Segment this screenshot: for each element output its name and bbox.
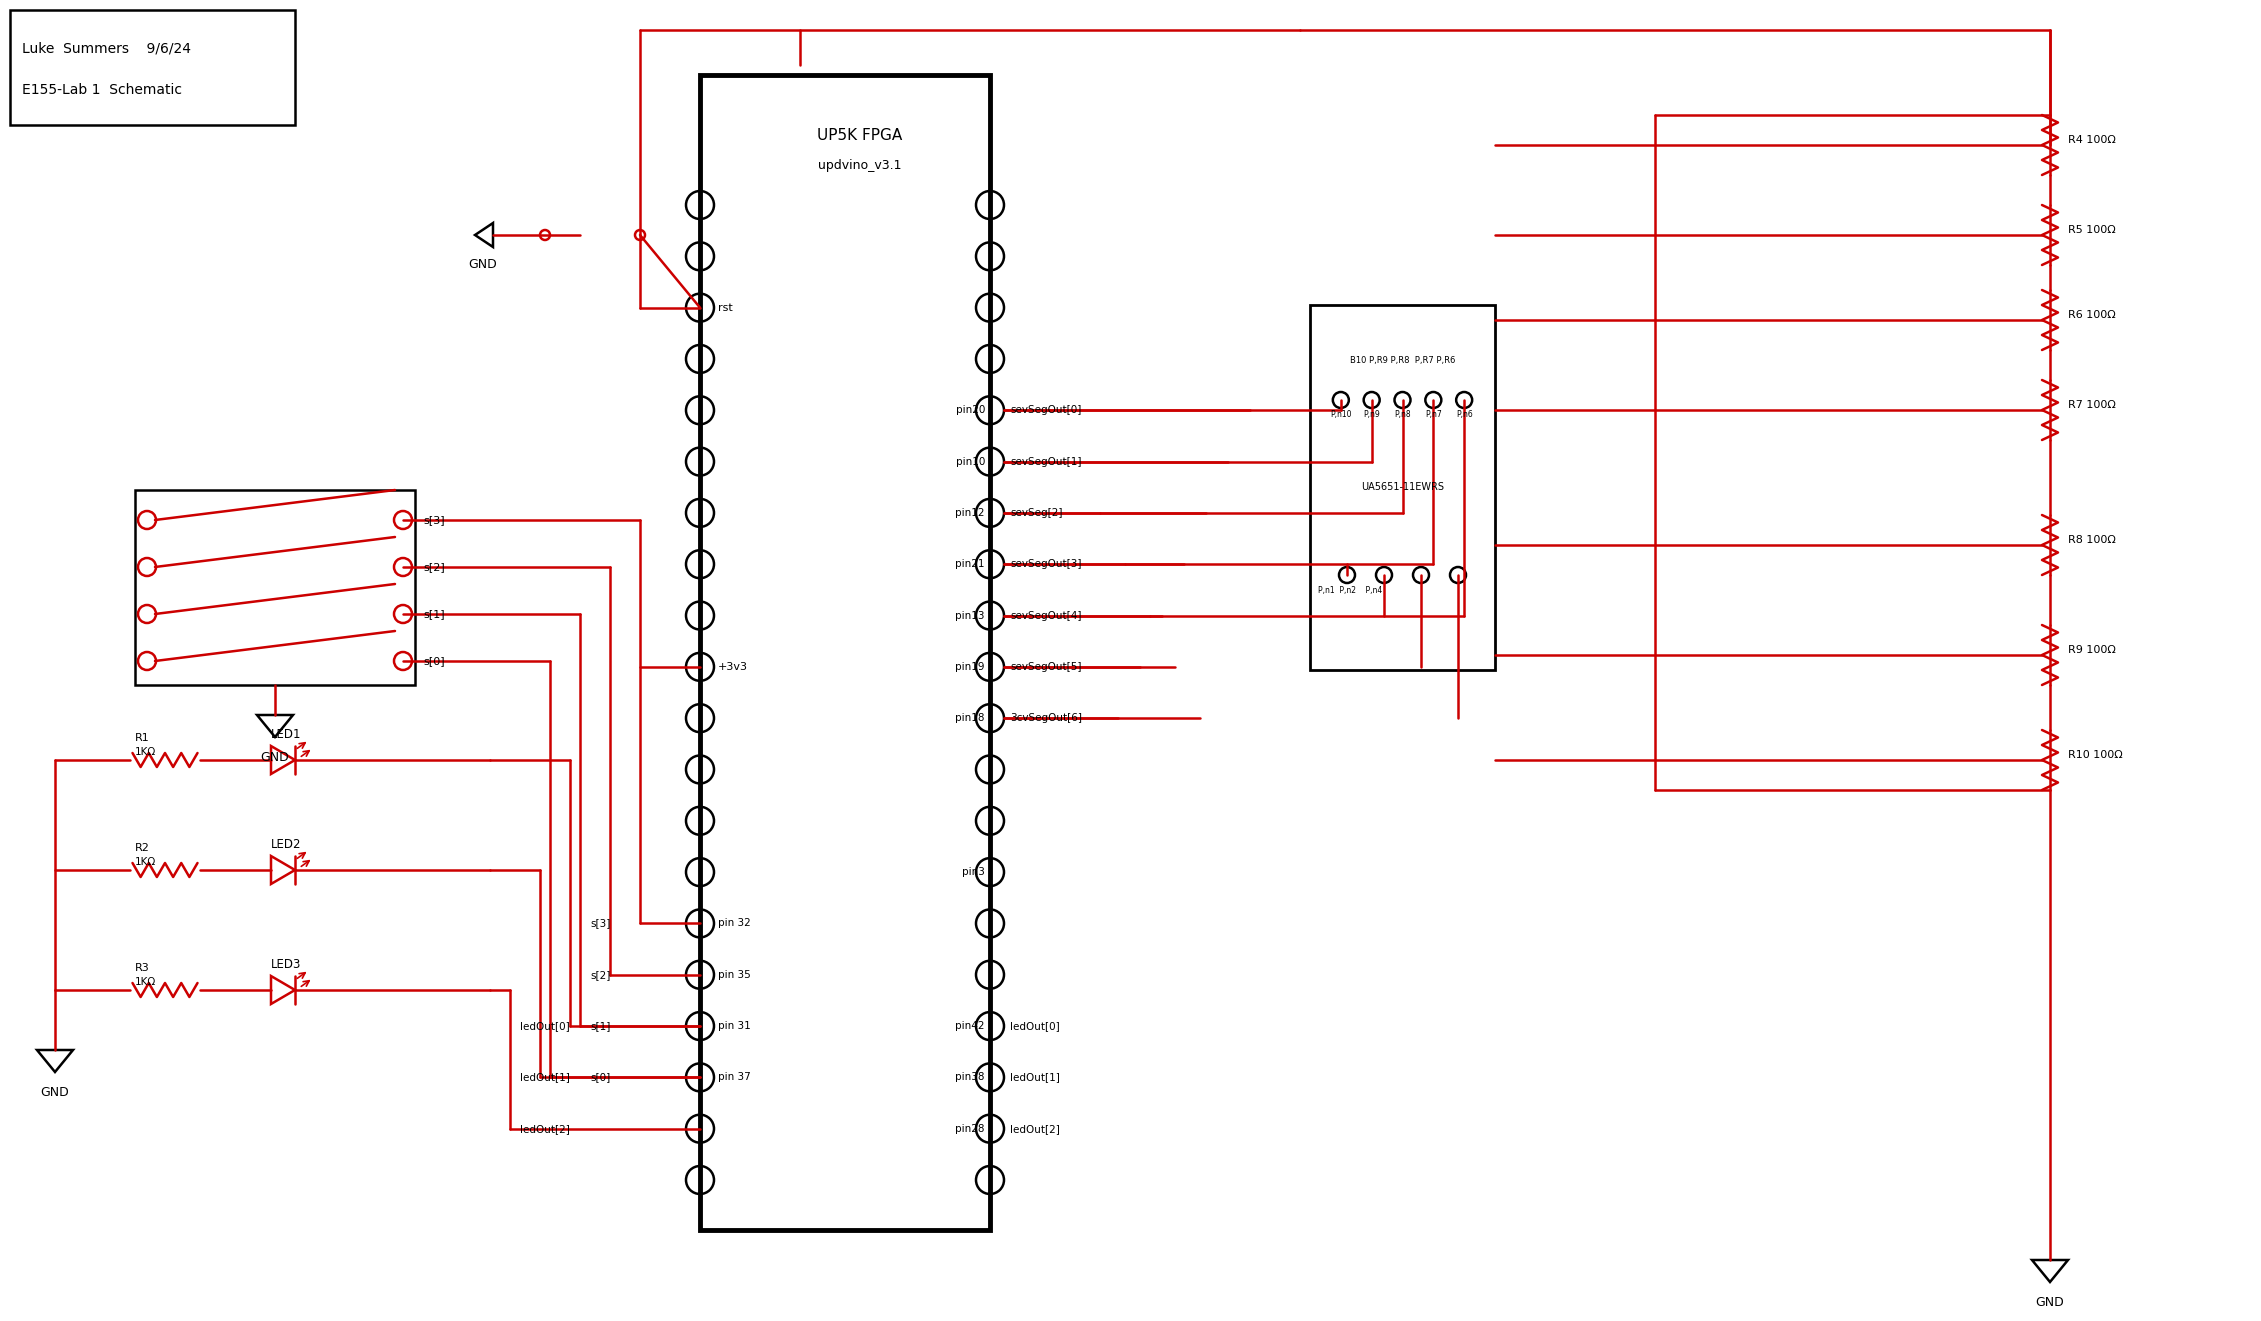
Text: UP5K FPGA: UP5K FPGA [816, 128, 902, 143]
Text: sevSegOut[4]: sevSegOut[4] [1011, 610, 1081, 621]
Bar [701, 75, 990, 1230]
Text: s[1]: s[1] [590, 1021, 610, 1032]
Text: P,n10: P,n10 [1329, 411, 1352, 420]
Text: P,n9: P,n9 [1363, 411, 1379, 420]
Text: ledOut[2]: ledOut[2] [520, 1124, 570, 1133]
Text: R6 100Ω: R6 100Ω [2069, 310, 2116, 320]
Text: pin 37: pin 37 [719, 1073, 751, 1082]
Text: sevSeg[2]: sevSeg[2] [1011, 507, 1063, 518]
Text: GND: GND [468, 259, 497, 272]
Text: pin38: pin38 [956, 1073, 986, 1082]
Text: pin10: pin10 [956, 457, 986, 466]
Text: B10 P,R9 P,R8  P,R7 P,R6: B10 P,R9 P,R8 P,R7 P,R6 [1350, 355, 1456, 365]
Text: LED2: LED2 [271, 838, 301, 851]
Text: R4 100Ω: R4 100Ω [2069, 135, 2116, 145]
Text: s[3]: s[3] [590, 918, 610, 929]
Text: 1KΩ: 1KΩ [136, 978, 156, 987]
Text: pin21: pin21 [956, 559, 986, 569]
Text: GND: GND [260, 752, 289, 764]
Text: ledOut[0]: ledOut[0] [1011, 1021, 1060, 1032]
Text: sevSegOut[3]: sevSegOut[3] [1011, 559, 1081, 569]
Text: sevSegOut[0]: sevSegOut[0] [1011, 406, 1081, 415]
Text: s[0]: s[0] [423, 657, 445, 666]
Text: 3cvSegOut[6]: 3cvSegOut[6] [1011, 713, 1083, 723]
Text: Luke  Summers    9/6/24: Luke Summers 9/6/24 [23, 41, 190, 55]
Text: s[3]: s[3] [423, 515, 445, 524]
Text: P,n6: P,n6 [1456, 411, 1472, 420]
Text: R2: R2 [136, 843, 149, 853]
Text: R9 100Ω: R9 100Ω [2069, 645, 2116, 655]
Text: sevSegOut[1]: sevSegOut[1] [1011, 457, 1081, 466]
Text: pin3: pin3 [963, 867, 986, 877]
Text: E155-Lab 1  Schematic: E155-Lab 1 Schematic [23, 83, 181, 96]
Bar [1309, 305, 1495, 670]
Text: pin42: pin42 [956, 1021, 986, 1032]
Text: ledOut[0]: ledOut[0] [520, 1021, 570, 1032]
Text: R5 100Ω: R5 100Ω [2069, 225, 2116, 235]
Text: ledOut[1]: ledOut[1] [1011, 1073, 1060, 1082]
Text: rst: rst [719, 303, 733, 313]
Text: R7 100Ω: R7 100Ω [2069, 400, 2116, 410]
Text: UA5651-11EWRS: UA5651-11EWRS [1361, 482, 1445, 493]
Text: 1KΩ: 1KΩ [136, 746, 156, 757]
Text: R3: R3 [136, 963, 149, 974]
Text: GND: GND [41, 1086, 70, 1099]
Text: pin28: pin28 [956, 1124, 986, 1133]
Text: P,n8: P,n8 [1395, 411, 1411, 420]
Text: R8 100Ω: R8 100Ω [2069, 535, 2116, 546]
Text: pin 35: pin 35 [719, 970, 751, 980]
Text: pin12: pin12 [956, 507, 986, 518]
Text: pin19: pin19 [956, 662, 986, 672]
Bar [136, 490, 416, 686]
Text: pin20: pin20 [956, 406, 986, 415]
Text: pin13: pin13 [956, 610, 986, 621]
Text: updvino_v3.1: updvino_v3.1 [818, 159, 902, 172]
Text: s[0]: s[0] [590, 1073, 610, 1082]
Text: s[1]: s[1] [423, 609, 445, 620]
Text: +3v3: +3v3 [719, 662, 748, 672]
Text: pin 31: pin 31 [719, 1021, 751, 1032]
Text: sevSegOut[5]: sevSegOut[5] [1011, 662, 1081, 672]
Text: ledOut[1]: ledOut[1] [520, 1073, 570, 1082]
Text: pin 32: pin 32 [719, 918, 751, 929]
Text: s[2]: s[2] [423, 561, 445, 572]
Text: GND: GND [2035, 1296, 2064, 1309]
Text: LED3: LED3 [271, 958, 301, 971]
Text: LED1: LED1 [271, 728, 301, 741]
Text: R10 100Ω: R10 100Ω [2069, 750, 2123, 760]
Text: ledOut[2]: ledOut[2] [1011, 1124, 1060, 1133]
Text: s[2]: s[2] [590, 970, 610, 980]
Text: 1KΩ: 1KΩ [136, 857, 156, 867]
Text: R1: R1 [136, 733, 149, 742]
Bar [9, 11, 294, 125]
Text: pin18: pin18 [956, 713, 986, 723]
Text: P,n1  P,n2    P,n4: P,n1 P,n2 P,n4 [1318, 585, 1381, 594]
Text: P,n7: P,n7 [1424, 411, 1443, 420]
